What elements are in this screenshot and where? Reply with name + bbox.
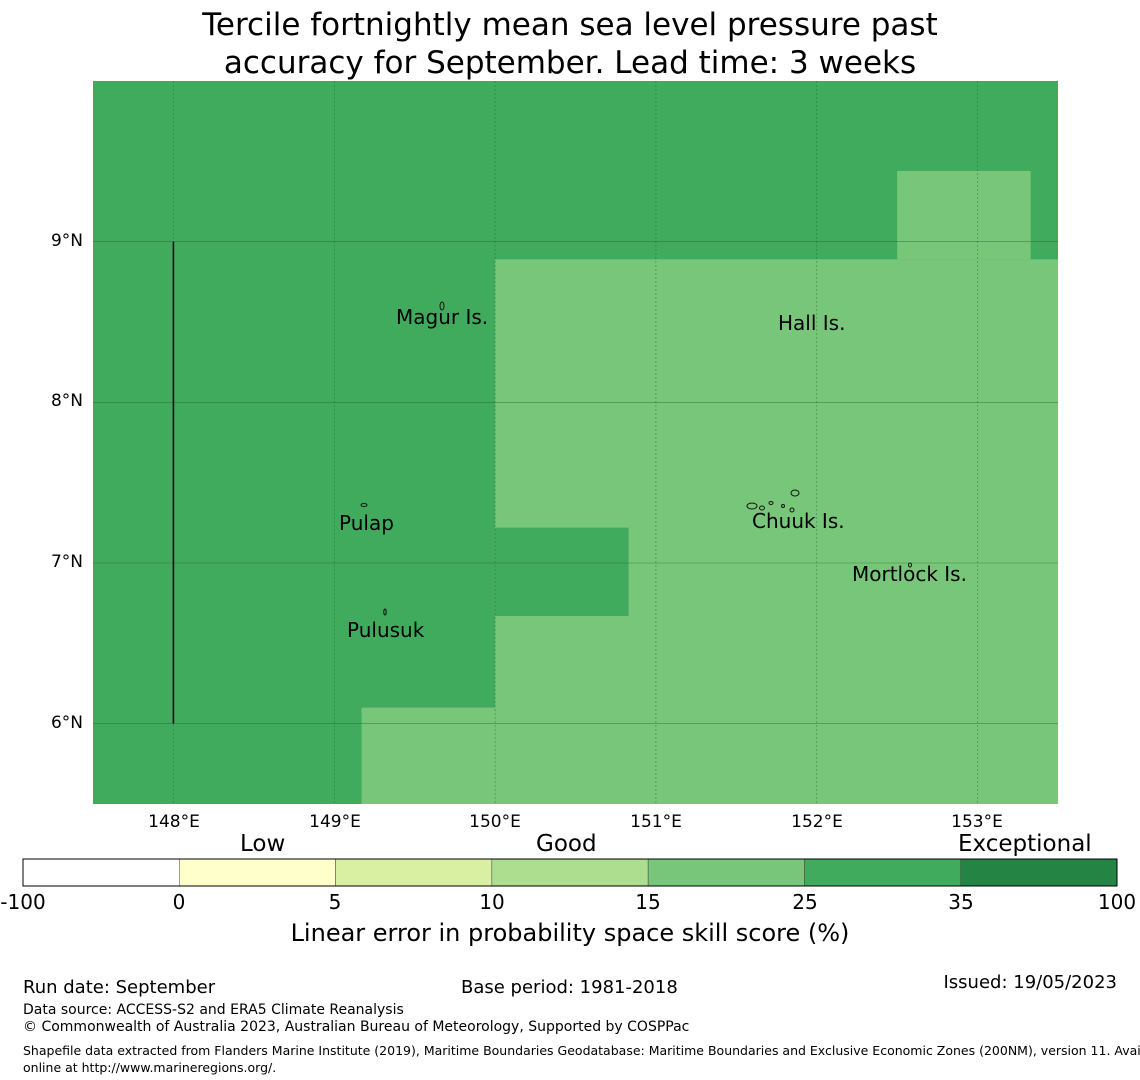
lon-tick-label: 153°E: [951, 812, 1003, 832]
colorbar-bin-35-100: [960, 858, 1118, 887]
colorbar-bin-25-35: [804, 858, 961, 887]
lat-tick-label: 8°N: [50, 391, 83, 411]
island-outline: [790, 489, 800, 497]
lon-tick-label: 151°E: [630, 812, 682, 832]
colorbar-tick-label: 10: [479, 890, 505, 914]
place-label-pulusuk: Pulusuk: [347, 618, 425, 642]
island-outline: [360, 503, 368, 507]
colorbar-bin-5-10: [335, 858, 493, 887]
island-outline: [746, 502, 758, 510]
category-low: Low: [240, 831, 286, 857]
colorbar-title: Linear error in probability space skill …: [290, 919, 850, 947]
island-outline: [768, 501, 774, 505]
place-label-mortlock: Mortlock Is.: [852, 562, 967, 586]
island-outline: [759, 505, 765, 511]
chart-title: Tercile fortnightly mean sea level press…: [0, 6, 1140, 82]
colorbar-outline: [22, 858, 1118, 887]
colorbar-tick-label: 25: [792, 890, 818, 914]
colorbar: [22, 858, 1118, 887]
colorbar-tick-label: 0: [172, 890, 186, 914]
colorbar-tick-label: 15: [635, 890, 661, 914]
colorbar-bin-0-5: [179, 858, 336, 887]
colorbar-bin-15-25: [647, 858, 805, 887]
skill-region: [897, 170, 1031, 260]
island-outline: [383, 608, 387, 616]
skill-region: [495, 527, 629, 617]
lon-tick-label: 149°E: [309, 812, 361, 832]
issued-date: Issued: 19/05/2023: [943, 972, 1117, 993]
island-outline: [439, 301, 445, 311]
run-date: Run date: September: [23, 977, 216, 998]
place-label-chuuk: Chuuk Is.: [752, 509, 845, 533]
category-good: Good: [536, 831, 597, 857]
island-outline: [789, 507, 795, 513]
lon-tick-label: 152°E: [791, 812, 843, 832]
lat-tick-label: 6°N: [50, 713, 83, 733]
colorbar-tick-label: 35: [948, 890, 974, 914]
lat-tick-label: 7°N: [50, 552, 83, 572]
skill-region: [361, 707, 496, 804]
place-label-hall: Hall Is.: [778, 311, 846, 335]
base-period: Base period: 1981-2018: [461, 977, 678, 998]
place-label-magur: Magur Is.: [396, 305, 489, 329]
colorbar-tick-label: -100: [0, 890, 46, 914]
map-panel: [93, 81, 1058, 805]
shapefile-credit-line-2: online at http://www.marineregions.org/.: [23, 1060, 277, 1075]
colorbar-bin-10-15: [491, 858, 649, 887]
title-line-1: Tercile fortnightly mean sea level press…: [202, 7, 938, 43]
colorbar-tick-label: 100: [1097, 890, 1137, 914]
colorbar-bin--100-0: [22, 858, 180, 887]
lon-tick-label: 150°E: [469, 812, 521, 832]
shapefile-credit-line-1: Shapefile data extracted from Flanders M…: [23, 1043, 1140, 1058]
lon-tick-label: 148°E: [148, 812, 200, 832]
shapefile-credit: Shapefile data extracted from Flanders M…: [23, 1042, 1140, 1076]
island-outline: [781, 504, 785, 508]
lat-tick-label: 9°N: [50, 231, 83, 251]
title-line-2: accuracy for September. Lead time: 3 wee…: [223, 45, 917, 81]
copyright: © Commonwealth of Australia 2023, Austra…: [23, 1019, 690, 1035]
category-exceptional: Exceptional: [958, 831, 1092, 857]
place-label-pulap: Pulap: [339, 511, 394, 535]
data-source: Data source: ACCESS-S2 and ERA5 Climate …: [23, 1002, 404, 1018]
island-outline: [908, 562, 912, 568]
colorbar-tick-label: 5: [328, 890, 342, 914]
